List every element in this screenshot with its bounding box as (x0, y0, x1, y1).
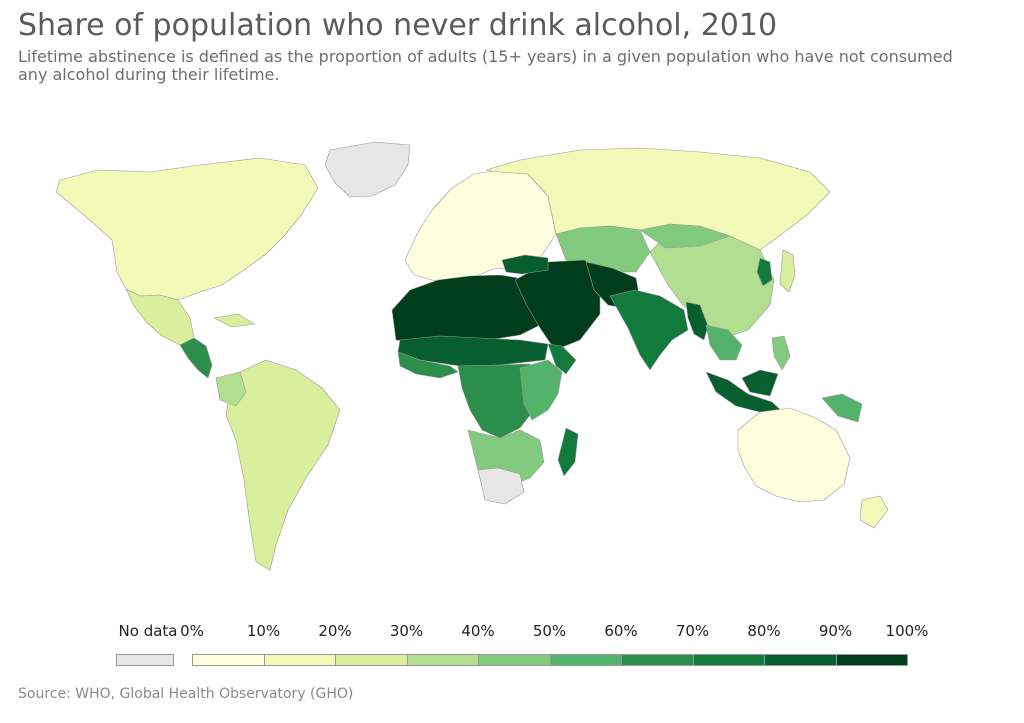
legend-swatch-3 (406, 654, 479, 666)
source-note: Source: WHO, Global Health Observatory (… (18, 686, 354, 702)
legend-swatch-9 (835, 654, 908, 666)
legend-tick-label: 80% (747, 622, 781, 640)
region-middle-east (514, 259, 601, 351)
legend-tick-label: 70% (675, 622, 710, 640)
legend-tick-label: 30% (389, 622, 424, 640)
legend-swatch-5 (549, 654, 622, 666)
legend-swatch-8 (764, 654, 837, 666)
region-south-africa (477, 467, 525, 505)
legend-tick-label: 100% (885, 622, 929, 640)
subtitle-line-1: Lifetime abstinence is defined as the pr… (18, 48, 953, 66)
region-east-africa (519, 359, 563, 421)
legend-tick-label: 90% (818, 622, 853, 640)
chart-title: Share of population who never drink alco… (18, 8, 778, 43)
legend-no-data-swatch (116, 654, 174, 666)
legend-swatch-6 (621, 654, 694, 666)
legend-tick-label: 60% (604, 622, 638, 640)
region-philippines (771, 335, 791, 371)
chart-subtitle: Lifetime abstinence is defined as the pr… (18, 48, 1024, 84)
legend-no-data-label: No data (118, 622, 178, 640)
region-papua-new-guinea (821, 393, 863, 423)
region-west-africa (397, 351, 459, 379)
region-south-america (225, 359, 341, 571)
region-korea (756, 257, 773, 287)
region-new-zealand (859, 495, 889, 529)
legend-swatch-1 (263, 654, 336, 666)
region-horn-of-africa (547, 343, 577, 375)
legend-tick-label: 40% (461, 622, 495, 640)
legend-tick-label: 50% (532, 622, 567, 640)
legend-swatch-2 (335, 654, 408, 666)
legend-swatch-4 (478, 654, 551, 666)
legend-swatch-7 (692, 654, 765, 666)
region-turkey (501, 254, 549, 275)
world-map (55, 141, 889, 571)
region-australia (737, 407, 851, 503)
legend-tick-label: 20% (318, 622, 352, 640)
region-japan (779, 249, 796, 293)
region-myanmar (685, 301, 709, 341)
region-madagascar (557, 427, 579, 477)
region-india (609, 289, 689, 371)
region-colombia (215, 371, 247, 407)
legend-tick-label: 0% (180, 622, 204, 640)
legend-tick-label: 10% (246, 622, 281, 640)
subtitle-line-2: any alcohol during their lifetime. (18, 65, 280, 84)
region-caribbean (213, 313, 255, 328)
region-indonesia (705, 369, 787, 416)
region-north-america (55, 157, 319, 301)
region-central-africa (457, 363, 541, 439)
legend-swatch-0 (192, 654, 265, 666)
region-central-america (179, 337, 213, 379)
region-greenland (324, 141, 411, 198)
region-mongolia (639, 223, 731, 249)
region-southeast-asia (705, 324, 743, 361)
color-legend: No data 0% 10% 20% 30% 40% 50% 60% 70% 80% 90% 100% (0, 610, 1024, 670)
